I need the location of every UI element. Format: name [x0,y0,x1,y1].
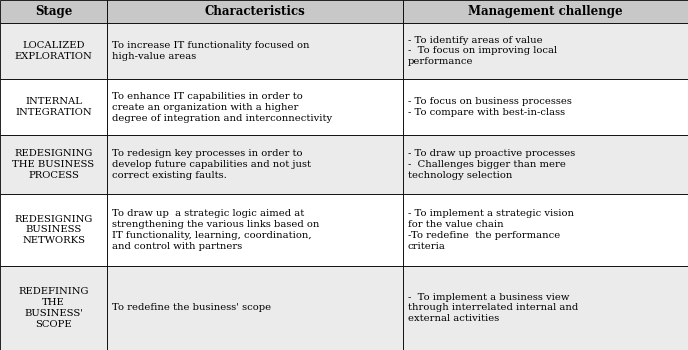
Bar [403,135,688,194]
Text: REDESIGNING
BUSINESS
NETWORKS: REDESIGNING BUSINESS NETWORKS [14,215,93,245]
Bar [403,23,688,79]
Bar [107,23,403,79]
Text: REDEFINING
THE
BUSINESS'
SCOPE: REDEFINING THE BUSINESS' SCOPE [19,287,89,329]
Text: -  To implement a business view
through interrelated internal and
external activ: - To implement a business view through i… [408,293,578,323]
Text: INTERNAL
INTEGRATION: INTERNAL INTEGRATION [15,97,92,117]
Text: - To implement a strategic vision
for the value chain
-To redefine  the performa: - To implement a strategic vision for th… [408,209,574,251]
Bar [0,79,107,135]
Text: - To draw up proactive processes
-  Challenges bigger than mere
technology selec: - To draw up proactive processes - Chall… [408,149,575,180]
Bar [403,194,688,266]
Bar [403,79,688,135]
Bar [107,194,403,266]
Bar [107,266,403,350]
Bar [0,23,107,79]
Text: - To identify areas of value
-  To focus on improving local
performance: - To identify areas of value - To focus … [408,36,557,66]
Bar [107,79,403,135]
Bar [0,266,107,350]
Bar [403,0,688,23]
Bar [107,0,403,23]
Text: REDESIGNING
THE BUSINESS
PROCESS: REDESIGNING THE BUSINESS PROCESS [12,149,94,180]
Text: Management challenge: Management challenge [469,5,623,18]
Text: LOCALIZED
EXPLORATION: LOCALIZED EXPLORATION [14,41,92,61]
Text: Stage: Stage [35,5,72,18]
Bar [0,0,107,23]
Text: - To focus on business processes
- To compare with best-in-class: - To focus on business processes - To co… [408,97,572,117]
Text: To enhance IT capabilities in order to
create an organization with a higher
degr: To enhance IT capabilities in order to c… [112,92,332,122]
Text: Characteristics: Characteristics [204,5,305,18]
Bar [0,135,107,194]
Text: To draw up  a strategic logic aimed at
strengthening the various links based on
: To draw up a strategic logic aimed at st… [112,209,319,251]
Bar [403,266,688,350]
Bar [107,135,403,194]
Text: To increase IT functionality focused on
high-value areas: To increase IT functionality focused on … [112,41,310,61]
Text: To redefine the business' scope: To redefine the business' scope [112,303,271,313]
Text: To redesign key processes in order to
develop future capabilities and not just
c: To redesign key processes in order to de… [112,149,311,180]
Bar [0,194,107,266]
